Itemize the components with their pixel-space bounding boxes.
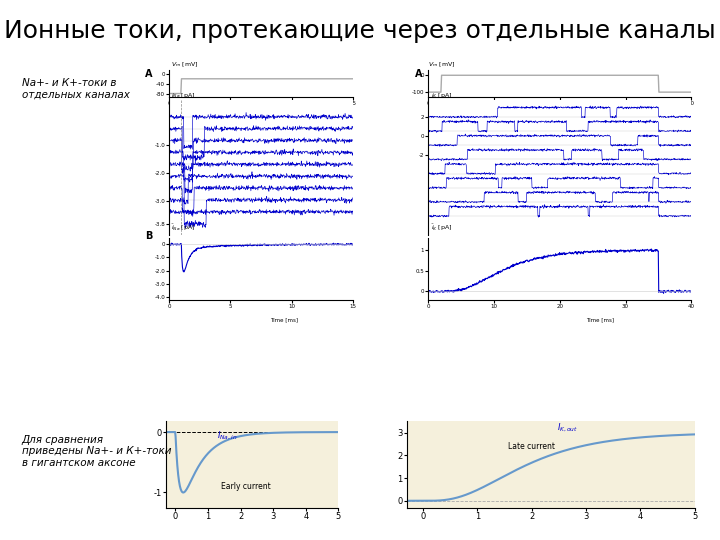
Text: $i_K$ [pA]: $i_K$ [pA] <box>431 91 452 100</box>
Text: Time [ms]: Time [ms] <box>586 318 614 322</box>
Text: Time [ms]: Time [ms] <box>325 107 354 112</box>
Text: Для сравнения
приведены Na+- и К+-токи
в гигантском аксоне: Для сравнения приведены Na+- и К+-токи в… <box>22 435 171 468</box>
Text: $i_{Na}$ [pA]: $i_{Na}$ [pA] <box>171 91 196 100</box>
Text: Late current: Late current <box>508 442 554 451</box>
Text: B: B <box>145 231 153 241</box>
Text: $V_m$ [mV]: $V_m$ [mV] <box>171 60 199 69</box>
Text: $\bar{i}_{Na}$ [pA]: $\bar{i}_{Na}$ [pA] <box>171 223 196 233</box>
Text: $V_m$ [mV]: $V_m$ [mV] <box>428 60 456 69</box>
Text: $I_{Na,in}$: $I_{Na,in}$ <box>217 430 238 442</box>
Text: $\bar{i}_K$ [pA]: $\bar{i}_K$ [pA] <box>431 223 452 233</box>
Text: Time [ms]: Time [ms] <box>639 107 667 112</box>
Text: A: A <box>415 69 423 79</box>
Text: Ионные токи, протекающие через отдельные каналы: Ионные токи, протекающие через отдельные… <box>4 19 716 43</box>
Text: Time [ms]: Time [ms] <box>270 318 298 322</box>
Text: $I_{K,out}$: $I_{K,out}$ <box>557 421 577 434</box>
Text: Early current: Early current <box>221 482 271 491</box>
Text: A: A <box>145 69 153 79</box>
Text: Na+- и К+-токи в
отдельных каналах: Na+- и К+-токи в отдельных каналах <box>22 78 130 100</box>
